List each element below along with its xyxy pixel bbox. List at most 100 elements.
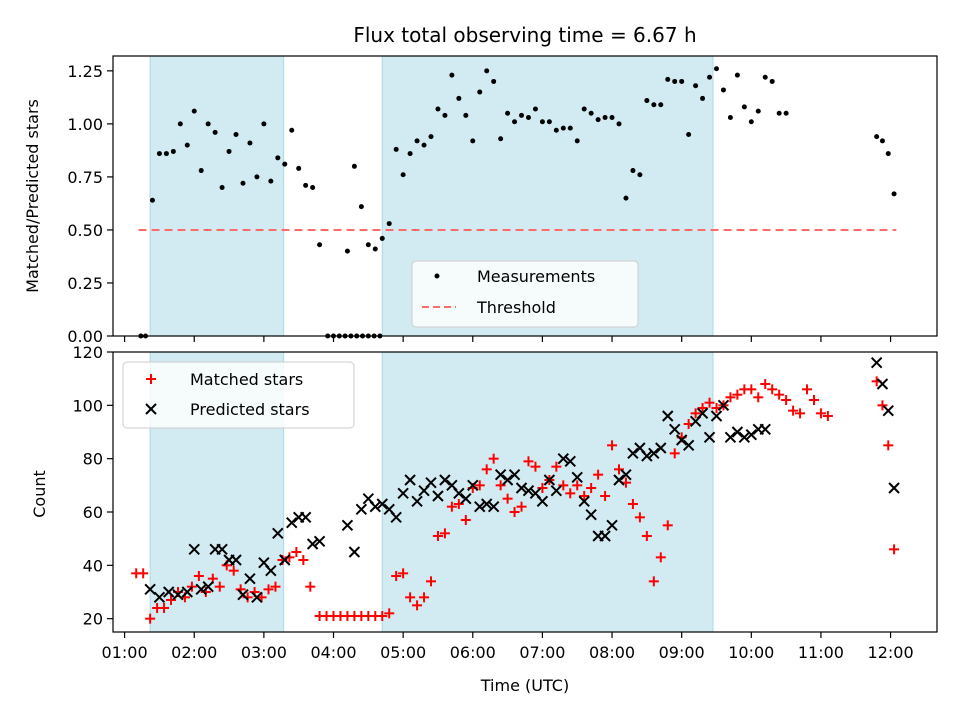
predicted-point-55 [557,452,570,465]
predicted-point-48 [508,468,521,481]
top-axes-frame [112,55,938,337]
matched-point-38 [398,568,409,579]
matched-point-75 [655,552,666,563]
predicted-point-77 [710,410,723,422]
top-ytick-label-3: 0.75 [67,168,103,187]
matched-point-50 [481,464,492,475]
predicted-point-28 [369,500,381,513]
measurement-point-39 [358,204,364,210]
matched-point-58 [537,483,548,493]
measurement-point-59 [498,136,504,142]
legend-label-matched: Matched stars [190,370,303,389]
measurement-point-60 [505,110,511,116]
predicted-point-36 [425,476,437,489]
measurement-point-64 [532,106,538,112]
measurement-point-56 [477,89,483,95]
measurement-point-86 [686,131,692,137]
predicted-point-1 [153,591,166,604]
predicted-point-57 [571,471,583,484]
top-x-ticks [124,336,892,342]
matched-point-49 [474,480,485,491]
measurement-point-8 [191,108,197,114]
shaded-interval-1 [381,351,714,633]
matched-point-40 [412,600,423,611]
measurement-point-23 [296,165,302,171]
matched-point-53 [502,493,513,504]
matched-point-60 [551,461,562,472]
measurement-point-37 [344,248,350,254]
measurement-point-58 [491,78,497,84]
predicted-point-32 [397,487,409,500]
matched-point-101 [877,400,888,411]
predicted-point-43 [474,500,486,513]
top-ytick-label-2: 0.50 [67,221,103,240]
xtick-label-3: 04:00 [310,643,356,662]
measurement-point-55 [470,138,476,144]
predicted-point-44 [480,498,493,510]
predicted-point-16 [265,564,277,577]
matched-point-74 [648,576,659,587]
measurement-point-93 [734,72,740,78]
measurement-point-81 [651,102,657,108]
measurement-point-99 [776,110,782,116]
predicted-point-68 [648,447,660,460]
matched-point-9 [193,571,204,581]
matched-point-24 [298,555,309,565]
matched-point-35 [377,611,388,621]
measurement-point-57 [484,68,490,74]
measurement-point-10 [205,121,211,127]
measurement-point-77 [623,195,629,201]
measurement-point-11 [212,129,218,135]
measurement-point-74 [602,115,608,121]
measurement-point-71 [581,106,587,112]
top-y-axis-label: Matched/Predicted stars [23,99,42,293]
predicted-point-50 [522,484,535,497]
predicted-point-9 [216,543,228,556]
measurement-point-66 [546,119,552,125]
matched-point-5 [166,595,177,605]
matched-point-76 [662,520,673,531]
predicted-point-21 [299,511,312,524]
measurement-point-25 [310,185,316,191]
matched-point-97 [808,395,819,405]
predicted-point-14 [251,591,263,604]
matched-point-98 [815,408,826,419]
predicted-point-37 [432,490,444,502]
measurement-point-61 [512,119,518,125]
predicted-point-88 [888,482,900,494]
matched-point-14 [228,565,239,576]
measurement-point-15 [240,180,246,186]
matched-point-57 [530,461,541,472]
measurement-point-12 [219,185,225,191]
predicted-point-86 [876,378,889,390]
measurement-point-100 [783,110,789,116]
predicted-point-5 [188,543,200,556]
chart-title: Flux total observing time = 6.67 h [353,23,696,47]
predicted-point-41 [460,492,472,505]
bottom-ytick-label-5: 120 [72,343,103,362]
matched-point-39 [405,592,416,603]
matched-point-81 [697,403,708,413]
matched-point-51 [488,453,499,464]
matched-point-25 [305,581,316,592]
matched-point-54 [509,507,520,517]
matched-point-93 [781,395,792,405]
predicted-point-45 [487,500,500,513]
bottom-axes-frame [112,351,938,633]
measurement-point-47 [414,138,420,144]
predicted-point-33 [404,474,416,486]
measurement-point-41 [372,246,378,252]
measurement-point-43 [386,221,392,227]
legend-marker-predicted [145,403,157,415]
matched-point-99 [822,411,833,421]
matched-point-65 [586,483,597,493]
legend-marker-measurements [434,273,440,279]
measurement-point-45 [400,172,406,178]
matched-point-86 [732,389,743,400]
measurement-point-69 [567,125,573,131]
matched-point-71 [627,499,638,509]
measurement-point-94 [741,104,747,110]
predicted-point-84 [759,423,771,436]
matched-point-90 [760,379,771,389]
bottom-ytick-label-1: 40 [83,556,103,575]
